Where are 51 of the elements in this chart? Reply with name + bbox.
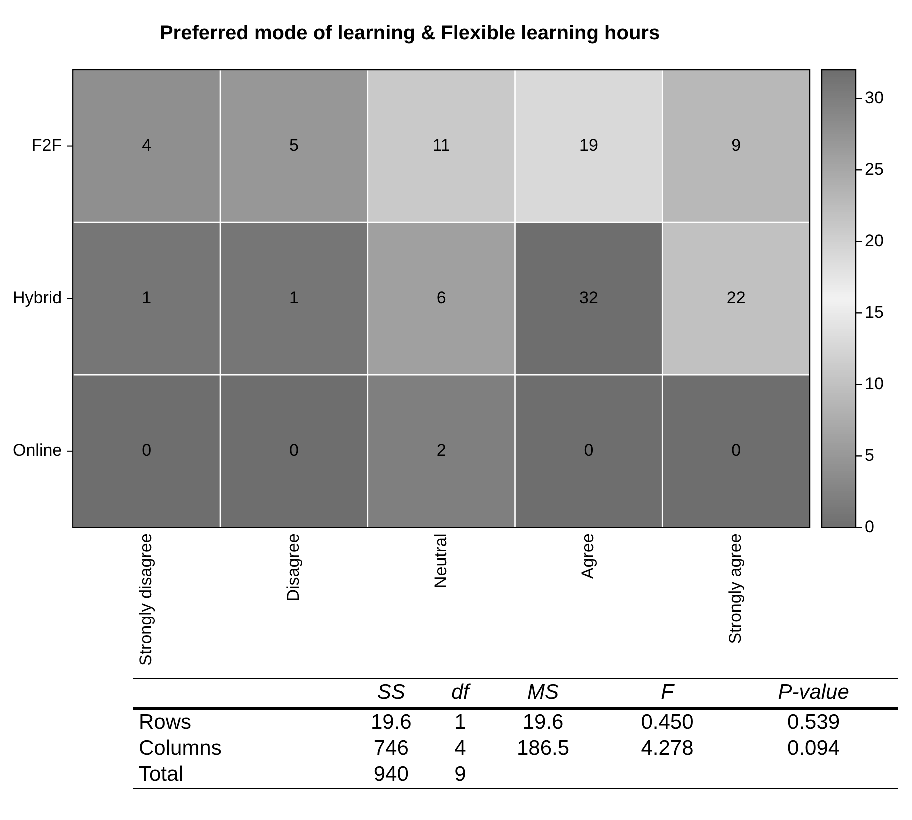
text: 19.6 xyxy=(522,711,564,734)
text: 0.539 xyxy=(788,711,840,734)
data-label: 1 xyxy=(142,288,152,308)
y-tick-label: Hybrid xyxy=(13,288,62,308)
color-bar-label: 0 xyxy=(865,517,874,536)
data-label: 19 xyxy=(579,136,598,155)
y-tick-label: Online xyxy=(13,441,62,460)
text: 940 xyxy=(374,763,409,786)
y-tick-label: F2F xyxy=(32,136,62,155)
text: 746 xyxy=(374,737,409,760)
category-label: F xyxy=(605,678,730,708)
text: 4 xyxy=(454,737,466,760)
category-label: Rows xyxy=(139,711,192,734)
x-tick-label: Disagree xyxy=(284,534,303,602)
category-label: P-value xyxy=(730,678,898,708)
data-label: 32 xyxy=(579,288,598,308)
data-label: 0 xyxy=(584,441,594,460)
x-tick-label: Strongly disagree xyxy=(136,534,156,666)
color-bar-label: 25 xyxy=(865,160,884,179)
category-label: SS xyxy=(343,678,440,708)
data-label: 22 xyxy=(726,288,746,308)
color-bar-label: 5 xyxy=(865,446,874,465)
text: 0.450 xyxy=(641,711,694,734)
data-label: 0 xyxy=(289,441,299,460)
text: 0.094 xyxy=(788,737,840,760)
category-label: df xyxy=(440,678,482,708)
color-bar-label: 30 xyxy=(865,88,884,108)
category-label: Columns xyxy=(139,737,222,760)
text: 19.6 xyxy=(370,711,412,734)
color-bar-label: 15 xyxy=(865,302,884,322)
data-label: 4 xyxy=(142,136,152,155)
category-label: Total xyxy=(139,763,184,786)
x-tick-label: Neutral xyxy=(431,534,450,589)
chart-title: Preferred mode of learning & Flexible learning hours xyxy=(160,22,660,45)
x-tick-label: Strongly agree xyxy=(726,534,745,644)
data-label: 11 xyxy=(432,136,450,155)
data-label: 2 xyxy=(436,441,446,460)
data-label: 6 xyxy=(436,288,446,308)
text: 4.278 xyxy=(641,737,694,760)
x-tick-label: Agree xyxy=(578,534,598,580)
data-label: 1 xyxy=(289,288,299,308)
data-label: 0 xyxy=(732,441,742,460)
text: 9 xyxy=(454,763,466,786)
color-bar-label: 20 xyxy=(865,231,884,250)
text: 186.5 xyxy=(516,737,570,760)
data-label: 9 xyxy=(732,136,742,155)
text: 1 xyxy=(454,711,466,734)
color-bar-label: 10 xyxy=(865,374,884,394)
category-label: MS xyxy=(481,678,606,708)
data-label: 0 xyxy=(142,441,152,460)
data-label: 5 xyxy=(289,136,299,155)
